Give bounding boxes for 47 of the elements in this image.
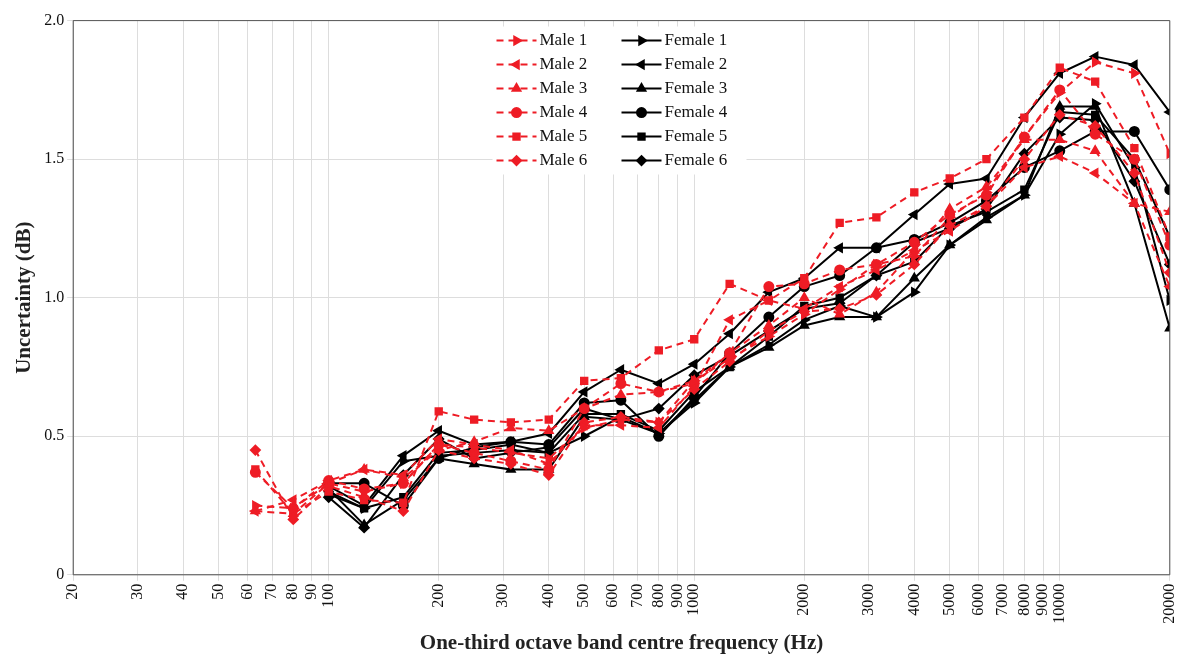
x-axis-title: One-third octave band centre frequency (Hz)	[419, 629, 824, 654]
x-tick-label: 400	[538, 583, 556, 608]
y-tick-label: 0	[56, 565, 65, 582]
legend-label: Female 5	[664, 126, 728, 146]
x-tick-label: 500	[574, 583, 592, 608]
legend-label: Male 6	[539, 150, 588, 170]
legend-label: Male 3	[539, 78, 588, 98]
x-tick-label: 70	[262, 583, 280, 600]
legend-label: Female 2	[664, 54, 728, 74]
y-tick-label: 2.0	[44, 10, 65, 28]
x-tick-label: 20000	[1160, 583, 1177, 624]
x-tick-label: 5000	[939, 583, 957, 616]
legend-label: Female 3	[664, 78, 728, 98]
x-tick-label: 60	[237, 583, 255, 600]
x-tick-label: 30	[127, 583, 145, 600]
x-tick-label: 900	[667, 583, 685, 608]
x-tick-label: 3000	[858, 583, 876, 616]
legend-label: Female 1	[664, 30, 728, 50]
x-tick-label: 10000	[1049, 583, 1067, 624]
x-tick-label: 800	[649, 583, 667, 608]
legend-label: Male 1	[539, 30, 588, 50]
legend-label: Male 4	[539, 102, 588, 122]
x-tick-label: 9000	[1033, 583, 1051, 616]
x-tick-label: 6000	[968, 583, 986, 616]
y-tick-label: 1.5	[44, 149, 65, 167]
y-axis-title: Uncertainty (dB)	[11, 221, 36, 374]
x-tick-label: 8000	[1014, 583, 1032, 616]
y-tick-label: 1.0	[44, 287, 65, 305]
x-tick-label: 1000	[684, 583, 702, 616]
x-tick-label: 200	[428, 583, 446, 608]
legend-label: Male 5	[539, 126, 588, 146]
legend-label: Female 6	[664, 150, 728, 170]
legend-label: Male 2	[539, 54, 588, 74]
x-tick-label: 300	[493, 583, 511, 608]
x-tick-label: 7000	[993, 583, 1011, 616]
x-tick-label: 2000	[794, 583, 812, 616]
x-tick-label: 4000	[904, 583, 922, 616]
x-tick-label: 700	[627, 583, 645, 608]
y-tick-label: 0.5	[44, 426, 65, 444]
legend-label: Female 4	[664, 102, 728, 122]
x-tick-label: 90	[302, 583, 320, 600]
x-tick-label: 50	[208, 583, 226, 600]
x-tick-label: 20	[63, 583, 81, 600]
x-tick-label: 100	[318, 583, 336, 608]
x-tick-label: 40	[173, 583, 191, 600]
x-tick-label: 80	[283, 583, 301, 600]
x-tick-label: 600	[603, 583, 621, 608]
